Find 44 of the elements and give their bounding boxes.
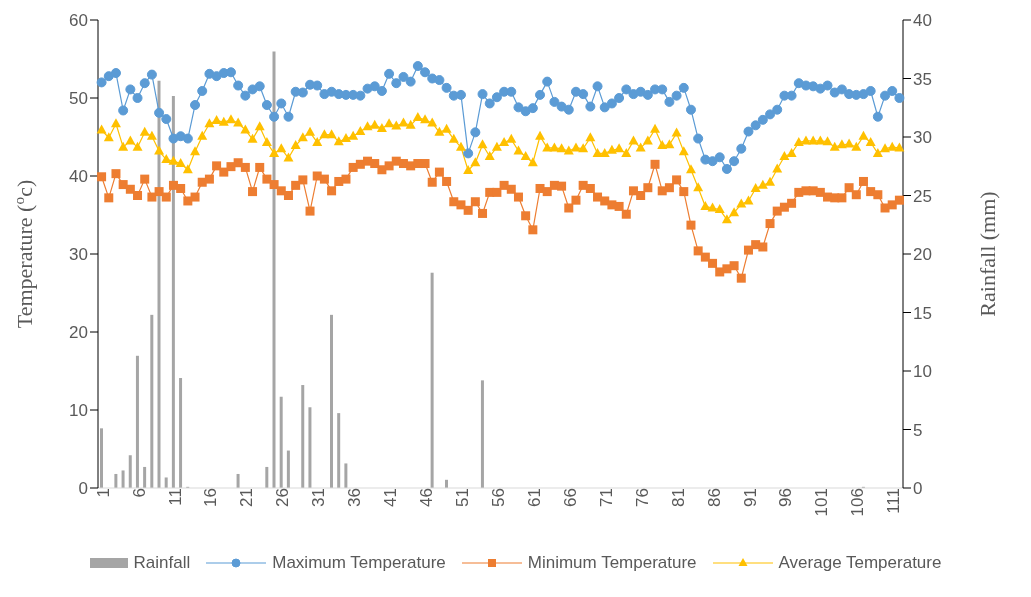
x-tick-label: 86 bbox=[704, 488, 724, 507]
y-tick-label: 30 bbox=[69, 245, 88, 265]
x-tick-label: 26 bbox=[273, 488, 293, 507]
x-tick-label: 51 bbox=[453, 488, 473, 507]
y2-tick-label: 15 bbox=[913, 303, 932, 323]
x-tick-label: 1 bbox=[93, 488, 113, 498]
y-tick-label: 0 bbox=[78, 479, 88, 499]
y-tick-label: 50 bbox=[69, 89, 88, 109]
x-tick-label: 11 bbox=[165, 488, 185, 506]
x-tick-label: 41 bbox=[381, 488, 401, 507]
x-tick-label: 91 bbox=[740, 488, 760, 507]
x-tick-label: 56 bbox=[488, 488, 508, 507]
y2-tick-label: 25 bbox=[913, 186, 932, 206]
x-tick-label: 96 bbox=[776, 488, 796, 507]
x-tick-label: 111 bbox=[884, 488, 904, 514]
x-tick-label: 31 bbox=[309, 488, 329, 507]
x-tick-label: 46 bbox=[417, 488, 437, 507]
y-tick-label: 10 bbox=[69, 401, 88, 421]
y2-tick-label: 20 bbox=[913, 245, 932, 265]
x-tick-label: 106 bbox=[848, 488, 868, 517]
y-tick-label: 20 bbox=[69, 323, 88, 343]
y2-tick-label: 35 bbox=[913, 69, 932, 89]
y2-tick-label: 0 bbox=[913, 479, 923, 499]
legend-label: Average Temperature bbox=[778, 553, 942, 573]
x-tick-label: 61 bbox=[524, 488, 544, 507]
x-tick-label: 66 bbox=[560, 488, 580, 507]
x-tick-label: 101 bbox=[812, 488, 832, 517]
y-tick-label: 40 bbox=[69, 167, 88, 187]
y2-axis-title: Rainfall (mm) bbox=[975, 191, 1000, 317]
x-tick-label: 76 bbox=[632, 488, 652, 507]
x-tick-label: 6 bbox=[129, 488, 149, 498]
y2-tick-label: 40 bbox=[913, 11, 932, 31]
y2-tick-label: 10 bbox=[913, 362, 932, 382]
x-tick-label: 36 bbox=[345, 488, 365, 507]
y2-tick-label: 5 bbox=[913, 420, 923, 440]
y2-tick-label: 30 bbox=[913, 128, 932, 148]
legend-label: Minimum Temperature bbox=[527, 553, 697, 573]
y-tick-label: 60 bbox=[69, 11, 88, 31]
x-tick-label: 16 bbox=[201, 488, 221, 507]
legend-label: Maximum Temperature bbox=[272, 553, 446, 573]
x-tick-label: 21 bbox=[237, 488, 257, 507]
legend-label: Rainfall bbox=[133, 553, 191, 573]
x-tick-label: 81 bbox=[668, 488, 688, 507]
x-tick-label: 71 bbox=[596, 488, 616, 507]
